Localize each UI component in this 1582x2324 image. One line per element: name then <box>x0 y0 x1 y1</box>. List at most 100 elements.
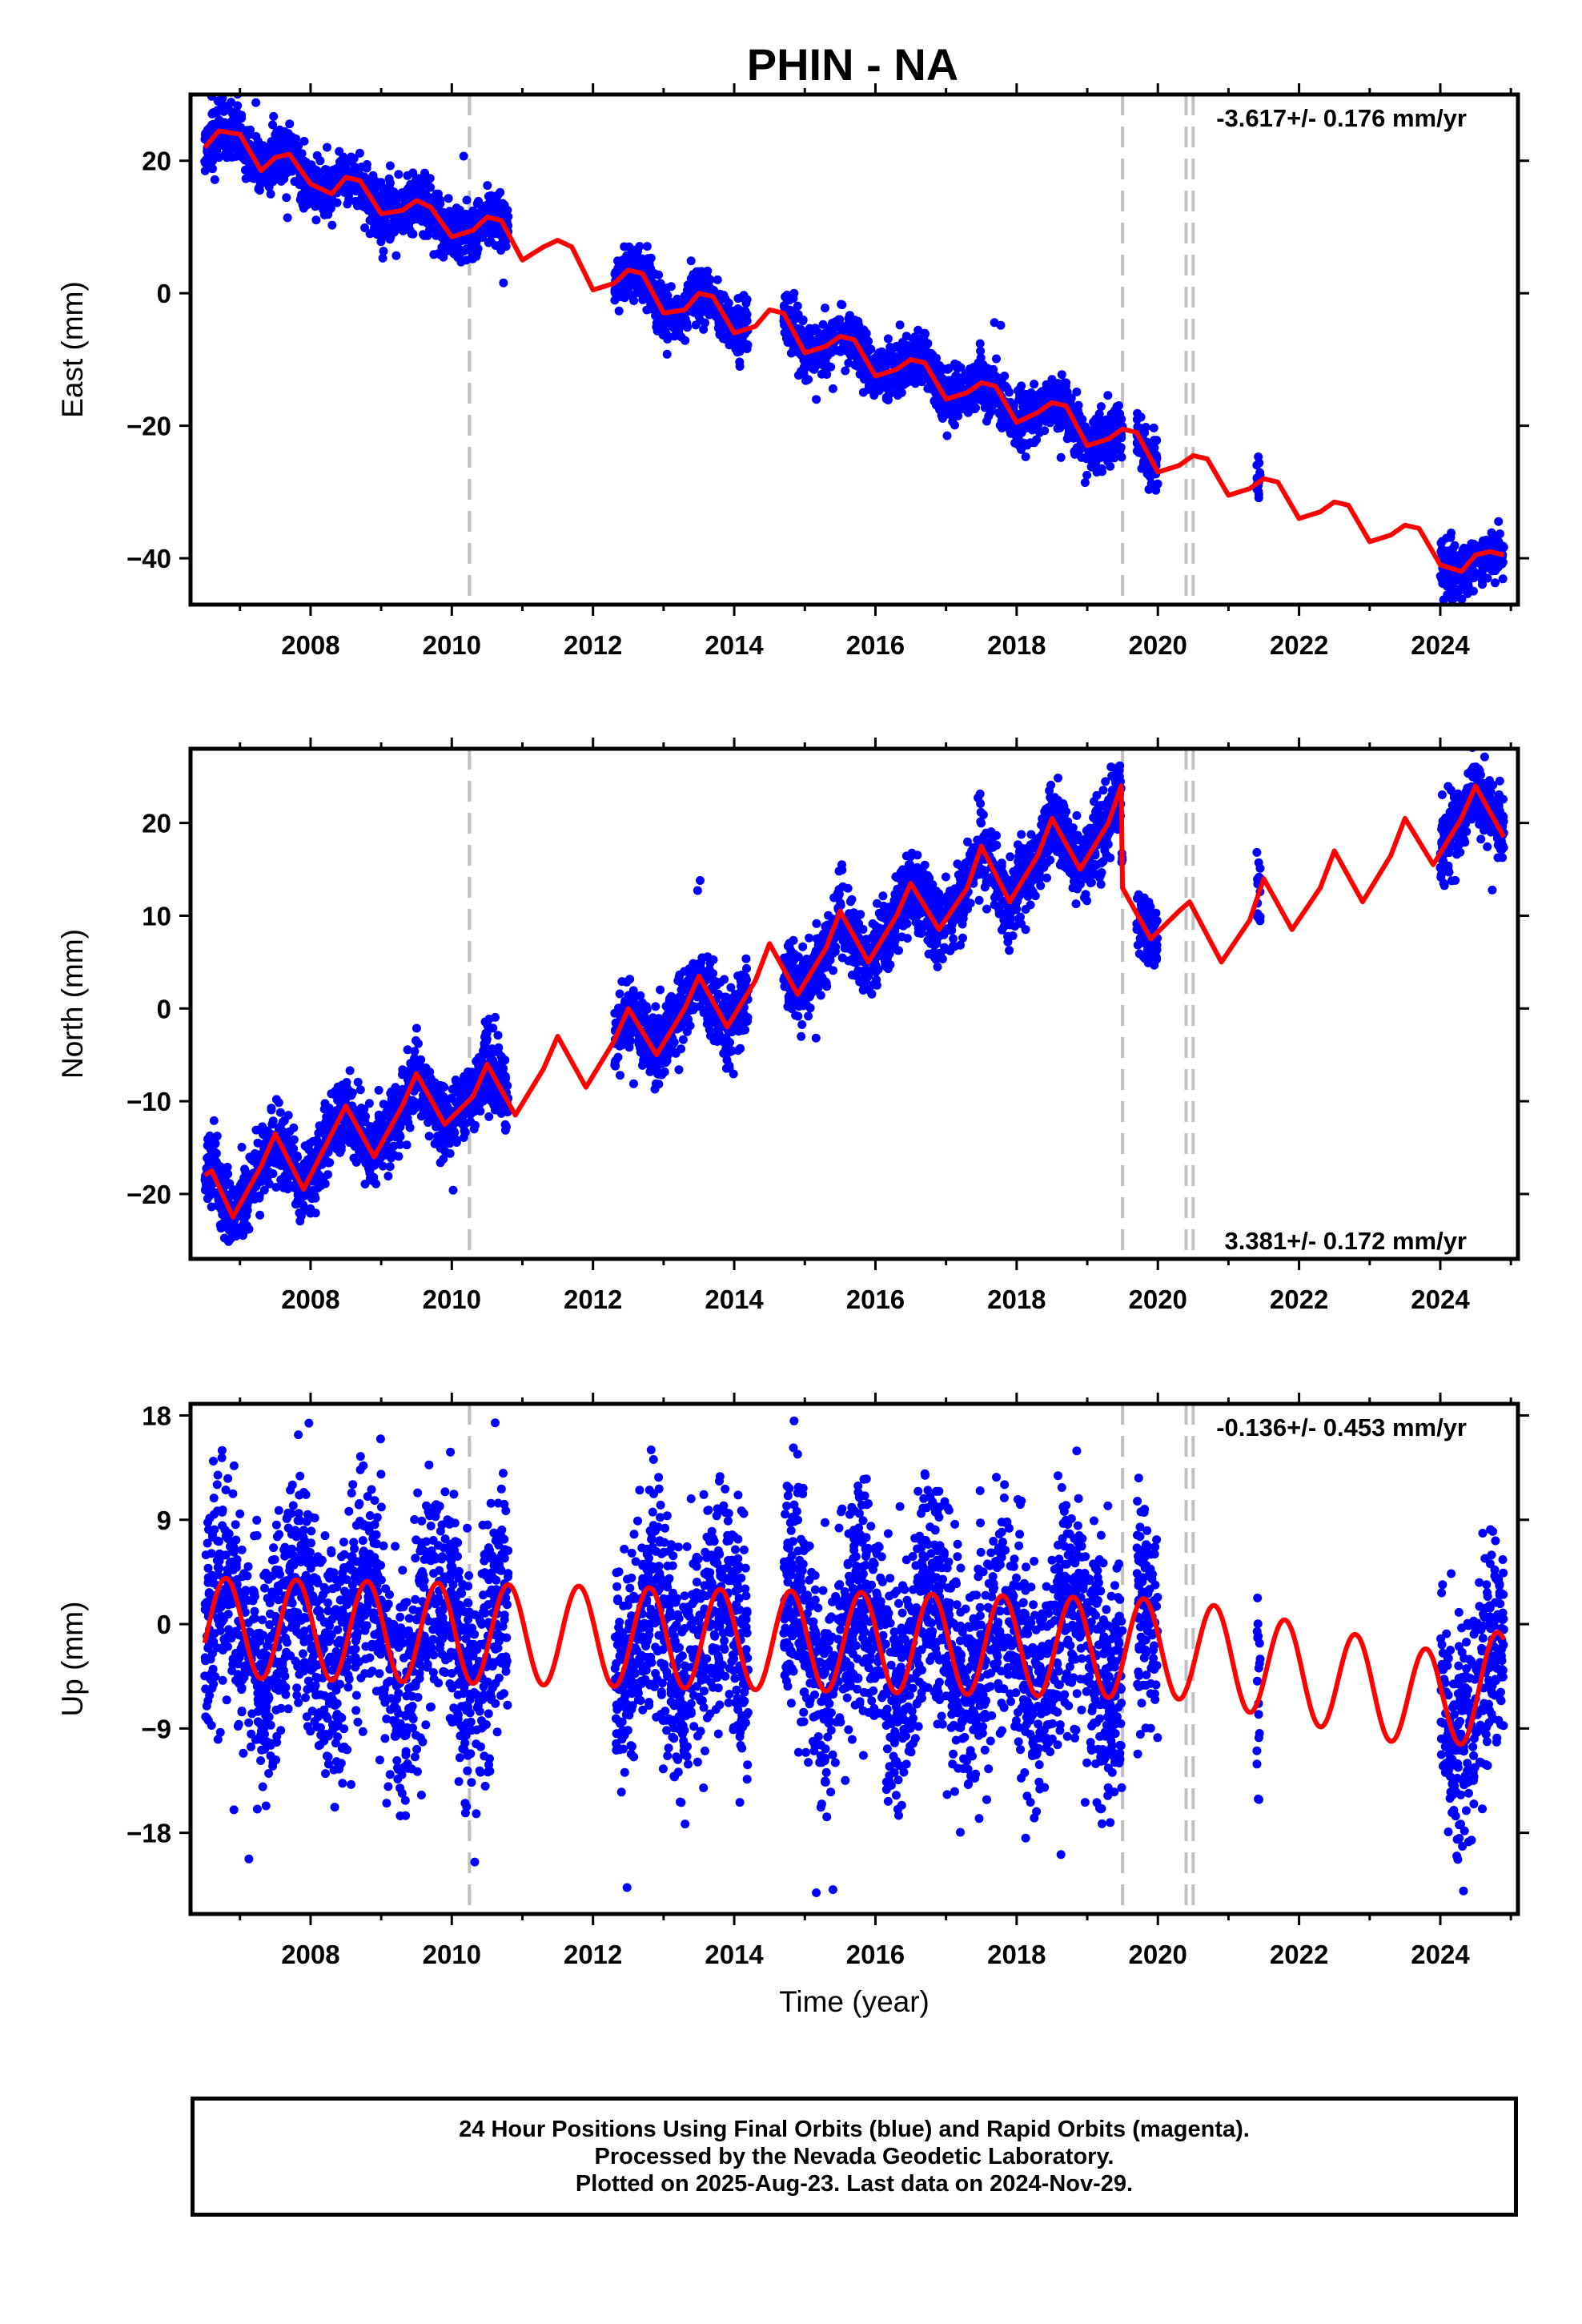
data-point <box>444 194 453 203</box>
data-point <box>269 111 279 121</box>
data-point <box>695 277 704 287</box>
data-point <box>500 1120 510 1129</box>
data-point <box>200 166 210 175</box>
data-point <box>484 238 493 247</box>
data-point <box>382 218 391 227</box>
data-point <box>930 357 940 366</box>
data-point <box>408 1106 418 1116</box>
data-point <box>1494 517 1504 526</box>
data-point <box>1112 402 1122 412</box>
data-point <box>448 1185 458 1195</box>
data-point <box>661 330 670 340</box>
data-point <box>251 98 261 107</box>
data-point <box>386 232 396 242</box>
data-point <box>1026 438 1035 448</box>
data-point <box>1136 412 1146 422</box>
data-point <box>280 144 290 154</box>
data-point <box>329 165 338 175</box>
data-point <box>896 350 905 360</box>
data-point <box>401 211 411 219</box>
data-point <box>440 239 449 249</box>
data-point <box>1080 478 1090 488</box>
data-point <box>345 1066 355 1076</box>
data-point <box>1091 418 1101 428</box>
data-point <box>938 413 947 423</box>
data-point <box>220 1216 230 1226</box>
data-point <box>823 328 833 337</box>
data-point <box>670 332 679 341</box>
data-point <box>1074 410 1084 420</box>
data-point <box>1110 444 1120 454</box>
data-point <box>789 294 798 304</box>
data-point <box>1491 578 1500 588</box>
data-point <box>793 301 802 311</box>
data-point <box>210 175 219 184</box>
data-point <box>697 267 706 276</box>
data-point <box>1494 537 1504 546</box>
x-tick-label: 2014 <box>705 630 764 660</box>
data-point <box>310 1191 319 1200</box>
data-point <box>355 148 364 158</box>
data-point <box>264 142 274 151</box>
data-point <box>439 1097 448 1107</box>
data-point <box>953 364 962 373</box>
data-point <box>978 360 988 369</box>
data-point <box>200 1176 210 1185</box>
data-point <box>1491 559 1500 569</box>
data-point <box>1450 541 1460 550</box>
data-point <box>398 1065 408 1075</box>
data-point <box>285 1127 295 1136</box>
data-point <box>266 189 275 199</box>
data-point <box>253 136 263 146</box>
data-point <box>1019 424 1028 434</box>
data-point <box>207 1202 216 1212</box>
data-point <box>813 328 823 337</box>
data-point <box>384 174 394 183</box>
data-point <box>372 230 382 239</box>
data-point <box>920 328 930 338</box>
data-point <box>834 319 844 328</box>
data-point <box>295 195 305 204</box>
data-point <box>419 230 428 239</box>
data-point <box>268 1116 278 1126</box>
y-axis-label: East (mm) <box>56 281 89 418</box>
data-point <box>1134 448 1144 457</box>
data-point <box>434 249 444 259</box>
data-point <box>799 363 809 372</box>
data-point <box>236 123 246 132</box>
data-point <box>1032 421 1042 431</box>
data-point <box>885 343 895 352</box>
data-point <box>269 172 279 182</box>
data-point <box>913 345 923 355</box>
data-point <box>452 1076 461 1086</box>
data-point <box>394 1152 404 1161</box>
data-point <box>285 119 295 129</box>
x-tick-label: 2020 <box>1129 630 1187 660</box>
data-point <box>1104 418 1114 428</box>
data-point <box>899 380 909 389</box>
data-point <box>724 331 733 340</box>
data-point <box>818 320 828 329</box>
data-point <box>1082 470 1092 480</box>
data-point <box>229 1285 238 1293</box>
data-point <box>980 395 990 404</box>
data-point <box>438 1128 448 1137</box>
data-point <box>969 393 978 403</box>
data-point <box>474 1059 483 1069</box>
data-point <box>961 369 970 379</box>
x-tick-label: 2010 <box>423 630 481 660</box>
data-point <box>821 304 829 313</box>
data-point <box>367 1176 377 1185</box>
data-point <box>614 306 624 316</box>
data-point <box>662 349 672 359</box>
data-point <box>812 360 821 370</box>
data-point <box>365 1168 375 1178</box>
data-point <box>432 189 441 199</box>
data-point <box>915 376 925 385</box>
data-point <box>1460 584 1469 593</box>
data-point <box>383 1112 393 1121</box>
y-tick-label: 0 <box>157 279 171 308</box>
data-point <box>996 320 1006 330</box>
data-point <box>474 196 483 206</box>
